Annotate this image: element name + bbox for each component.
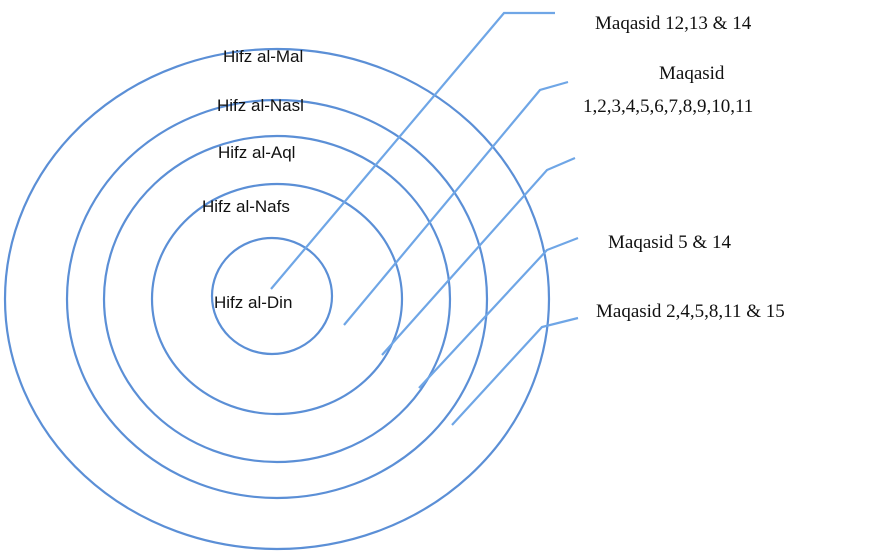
rings-group — [3, 47, 551, 551]
callout-labels-group: Maqasid 12,13 & 14 Maqasid 1,2,3,4,5,6,7… — [583, 13, 785, 322]
callout-label-2-line-1: Maqasid — [659, 63, 725, 84]
ring-label-din: Hifz al-Din — [214, 293, 292, 312]
callout-label-1: Maqasid 12,13 & 14 — [595, 13, 752, 34]
leader-line-5 — [451, 316, 579, 426]
ring-label-aql: Hifz al-Aql — [218, 143, 295, 162]
ring-label-mal: Hifz al-Mal — [223, 47, 303, 66]
ring-aql — [102, 134, 452, 464]
ring-din — [210, 236, 334, 356]
leader-line-4 — [418, 236, 579, 389]
ring-nasl — [65, 98, 489, 500]
ring-label-nafs: Hifz al-Nafs — [202, 197, 290, 216]
leader-line-1 — [270, 11, 555, 290]
ring-mal — [3, 47, 551, 551]
leader-line-2 — [343, 80, 569, 326]
leader-lines-group — [270, 11, 579, 426]
leader-line-3 — [381, 156, 576, 356]
callout-label-5: Maqasid 2,4,5,8,11 & 15 — [596, 301, 785, 322]
callout-label-4: Maqasid 5 & 14 — [608, 232, 731, 253]
callout-label-2-line-2: 1,2,3,4,5,6,7,8,9,10,11 — [583, 96, 753, 117]
ring-labels-group: Hifz al-Mal Hifz al-Nasl Hifz al-Aql Hif… — [202, 47, 304, 312]
ring-nafs — [150, 182, 404, 416]
ring-label-nasl: Hifz al-Nasl — [217, 96, 304, 115]
